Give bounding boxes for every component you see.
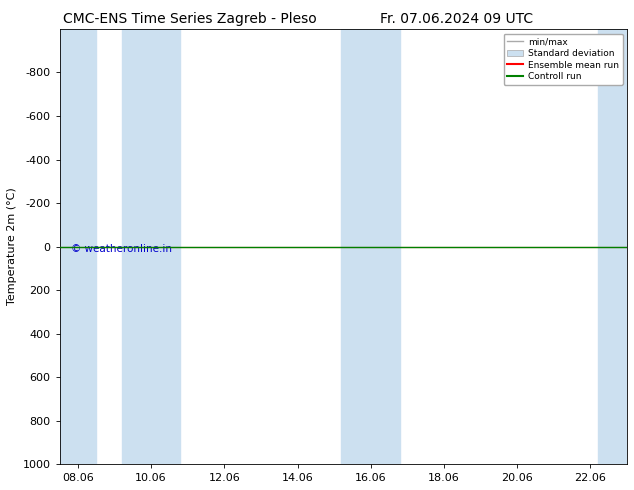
- Text: Fr. 07.06.2024 09 UTC: Fr. 07.06.2024 09 UTC: [380, 12, 533, 26]
- Bar: [122, 29, 180, 464]
- Bar: [60, 29, 96, 464]
- Bar: [598, 29, 627, 464]
- Legend: min/max, Standard deviation, Ensemble mean run, Controll run: min/max, Standard deviation, Ensemble me…: [503, 33, 623, 85]
- Text: CMC-ENS Time Series Zagreb - Pleso: CMC-ENS Time Series Zagreb - Pleso: [63, 12, 317, 26]
- Text: © weatheronline.in: © weatheronline.in: [71, 245, 172, 254]
- Bar: [342, 29, 400, 464]
- Y-axis label: Temperature 2m (°C): Temperature 2m (°C): [7, 188, 17, 305]
